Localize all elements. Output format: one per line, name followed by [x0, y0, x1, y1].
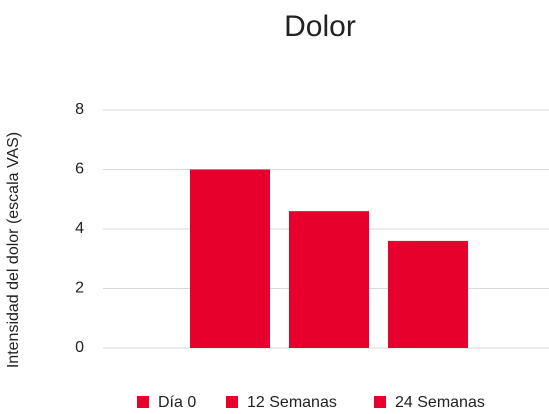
bar	[388, 240, 468, 348]
legend-label: 12 Semanas	[247, 394, 337, 411]
chart-title: Dolor	[284, 10, 356, 43]
y-tick-label: 8	[75, 101, 84, 118]
bar	[289, 211, 369, 348]
bar	[190, 169, 270, 348]
y-tick-label: 0	[75, 339, 84, 356]
y-tick-label: 4	[75, 220, 84, 237]
legend-label: Día 0	[158, 394, 196, 411]
legend-swatch	[137, 396, 149, 408]
y-tick-label: 2	[75, 280, 84, 297]
y-tick-label: 6	[75, 161, 84, 178]
legend-swatch	[374, 396, 386, 408]
legend-swatch	[226, 396, 238, 408]
y-axis-label: Intensidad del dolor (escala VAS)	[5, 132, 22, 368]
legend-label: 24 Semanas	[395, 394, 485, 411]
